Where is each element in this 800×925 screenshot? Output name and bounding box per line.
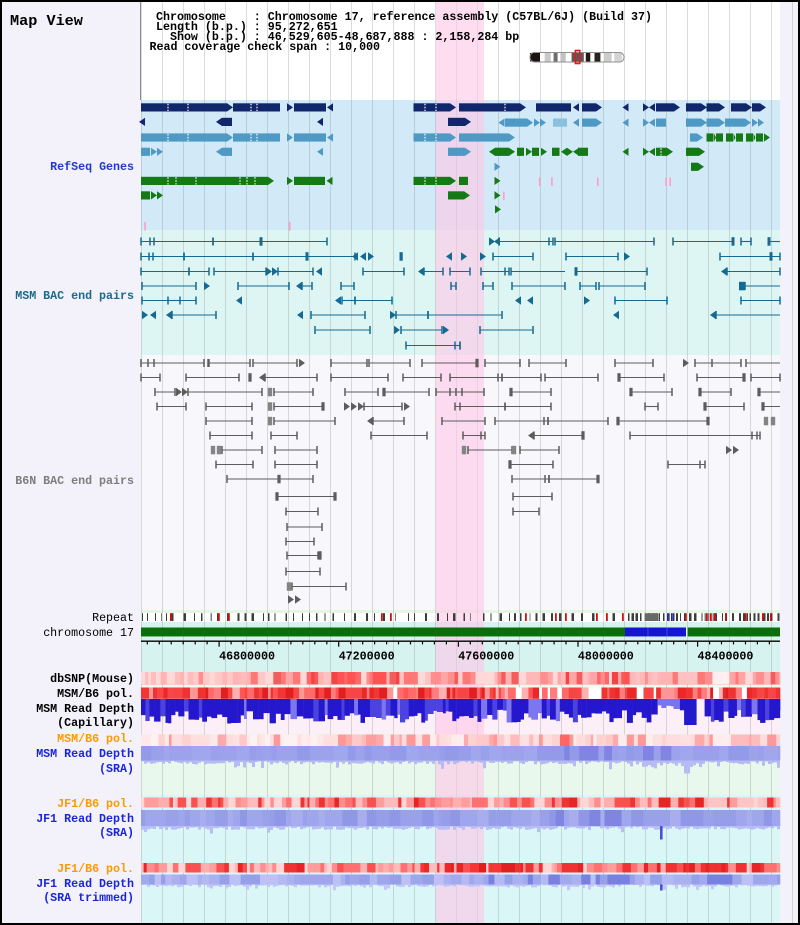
svg-text:48000000: 48000000 — [578, 651, 634, 664]
svg-text:46800000: 46800000 — [219, 651, 275, 664]
svg-text:47600000: 47600000 — [458, 651, 514, 664]
svg-text:47200000: 47200000 — [339, 651, 395, 664]
svg-text:48400000: 48400000 — [698, 651, 754, 664]
